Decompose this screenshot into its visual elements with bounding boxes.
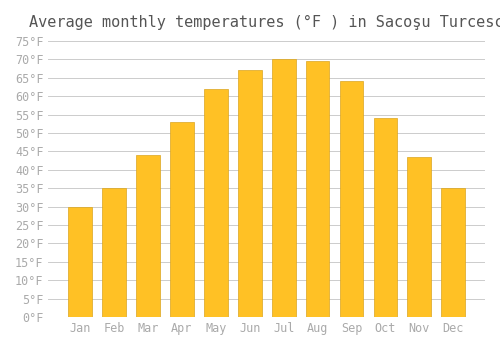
Bar bbox=[170, 122, 194, 317]
Bar bbox=[408, 157, 431, 317]
Bar bbox=[68, 206, 92, 317]
Bar bbox=[306, 61, 330, 317]
Bar bbox=[238, 70, 262, 317]
Bar bbox=[374, 118, 398, 317]
Bar bbox=[204, 89, 228, 317]
Bar bbox=[340, 82, 363, 317]
Bar bbox=[136, 155, 160, 317]
Bar bbox=[102, 188, 126, 317]
Bar bbox=[442, 188, 465, 317]
Bar bbox=[272, 59, 295, 317]
Title: Average monthly temperatures (°F ) in Sacoşu Turcesc: Average monthly temperatures (°F ) in Sa… bbox=[30, 15, 500, 30]
